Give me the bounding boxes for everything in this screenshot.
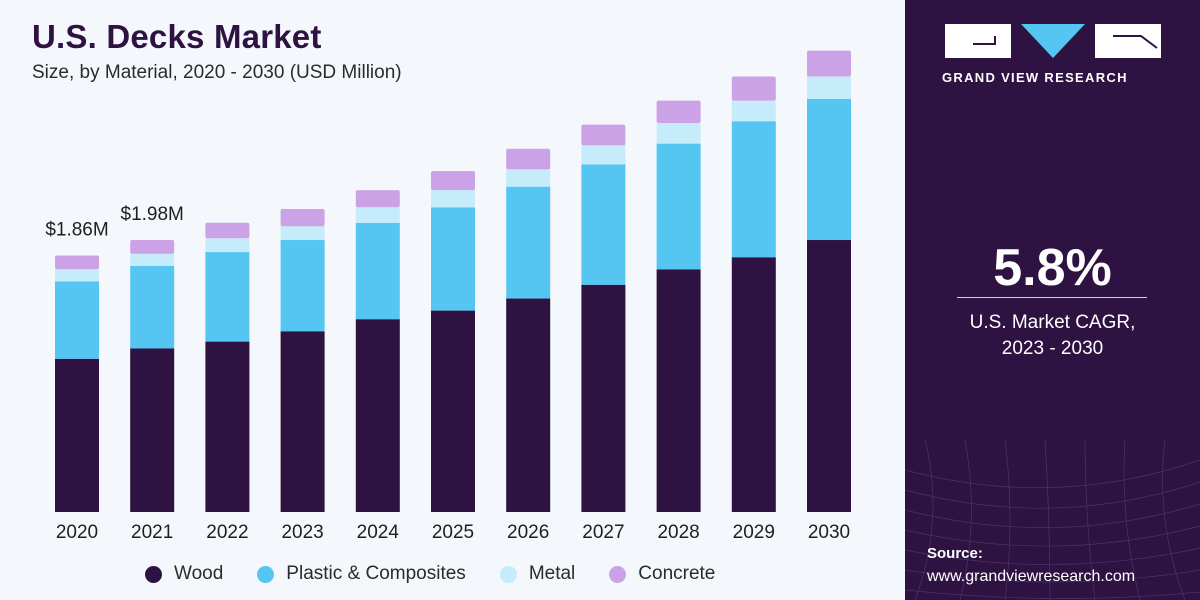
- chart-title: U.S. Decks Market: [32, 18, 322, 55]
- bar-2028-concrete: [656, 100, 701, 123]
- legend-label-wood: Wood: [174, 563, 224, 584]
- bar-2024-metal: [355, 207, 400, 223]
- bar-2025-wood: [431, 310, 475, 512]
- bar-2030-wood: [807, 240, 851, 512]
- bar-2022-concrete: [205, 222, 250, 239]
- legend-swatch-wood: [145, 565, 162, 583]
- bar-2029-wood: [731, 257, 776, 512]
- bar-2029-metal: [731, 100, 776, 122]
- bar-2022-metal: [205, 238, 250, 253]
- bar-2026-wood: [506, 298, 551, 512]
- source-label: Source:: [927, 545, 983, 562]
- bar-2030-metal: [807, 76, 851, 99]
- legend-label-metal: Metal: [528, 563, 576, 584]
- bar-2021-wood: [130, 348, 175, 512]
- x-tick-2029: 2029: [733, 522, 775, 543]
- bar-2023-concrete: [280, 209, 325, 227]
- bar-2026-metal: [506, 169, 551, 187]
- cagr-label: U.S. Market CAGR, 2023 - 2030: [905, 310, 1200, 362]
- side-panel: GRAND VIEW RESEARCH 5.8% U.S. Market CAG…: [905, 0, 1200, 600]
- x-tick-2030: 2030: [808, 522, 850, 543]
- x-tick-2027: 2027: [582, 522, 624, 543]
- bar-2027-wood: [581, 284, 626, 512]
- x-tick-2025: 2025: [432, 522, 474, 543]
- x-tick-2021: 2021: [131, 522, 173, 543]
- bar-2029-concrete: [731, 76, 776, 101]
- bar-2021-metal: [130, 253, 175, 266]
- bar-2023-wood: [280, 331, 325, 512]
- bar-2022-wood: [205, 341, 250, 512]
- x-tick-2026: 2026: [507, 522, 549, 543]
- bar-2025-metal: [431, 190, 475, 208]
- bar-2023-plastic: [280, 240, 325, 332]
- stacked-bar-chart: $1.86M 2020 $1.98M 2021 2022 2023 2024 2025 2026…: [45, 50, 851, 543]
- legend-swatch-metal: [499, 565, 517, 583]
- bar-2020-concrete: [55, 255, 99, 270]
- bar-2020-wood: [55, 358, 99, 512]
- data-label-2021: $1.98M: [121, 204, 184, 225]
- bar-2028-wood: [656, 269, 701, 512]
- brand-name: GRAND VIEW RESEARCH: [942, 70, 1128, 85]
- bar-2025-plastic: [431, 207, 475, 311]
- bar-2021-plastic: [130, 265, 175, 349]
- legend-item-metal: Metal: [499, 563, 576, 585]
- decorative-grid: [905, 440, 1200, 600]
- bar-2026-concrete: [506, 148, 551, 170]
- legend-label-plastic: Plastic & Composites: [286, 563, 466, 584]
- bar-2027-concrete: [581, 124, 626, 146]
- bar-2020-metal: [55, 269, 99, 282]
- bar-2022-plastic: [205, 252, 250, 342]
- legend-label-concrete: Concrete: [638, 563, 716, 584]
- source-url[interactable]: www.grandviewresearch.com: [927, 568, 1136, 585]
- grand-view-research-logo: [945, 24, 1161, 58]
- bar-2024-plastic: [355, 222, 400, 320]
- x-tick-2023: 2023: [281, 522, 323, 543]
- legend-item-wood: Wood: [145, 563, 223, 585]
- cagr-label-line2: 2023 - 2030: [1001, 338, 1104, 359]
- legend-swatch-plastic: [257, 565, 275, 583]
- legend-swatch-concrete: [609, 565, 627, 583]
- x-tick-2028: 2028: [657, 522, 699, 543]
- chart-area: U.S. Decks Market Size, by Material, 202…: [32, 18, 851, 585]
- bar-2030-plastic: [807, 98, 851, 241]
- chart-subtitle: Size, by Material, 2020 - 2030 (USD Mill…: [32, 62, 402, 83]
- legend-item-plastic: Plastic & Composites: [257, 563, 466, 585]
- bar-2028-metal: [656, 122, 701, 144]
- bar-2026-plastic: [506, 186, 551, 299]
- bar-2028-plastic: [656, 143, 701, 270]
- cagr-divider: [957, 297, 1147, 298]
- bar-2025-concrete: [431, 171, 475, 191]
- bar-2023-metal: [280, 226, 325, 241]
- x-tick-2020: 2020: [56, 522, 98, 543]
- bar-2021-concrete: [130, 240, 175, 254]
- bar-2029-plastic: [731, 121, 776, 258]
- bar-2027-metal: [581, 145, 626, 165]
- legend-item-concrete: Concrete: [609, 563, 715, 585]
- bar-2024-concrete: [355, 190, 400, 208]
- data-label-2020: $1.86M: [45, 220, 108, 241]
- bar-2030-concrete: [807, 50, 851, 77]
- x-tick-2024: 2024: [357, 522, 400, 543]
- cagr-value: 5.8%: [993, 239, 1112, 297]
- legend: Wood Plastic & Composites Metal Concrete: [145, 563, 749, 585]
- bar-2020-plastic: [55, 281, 99, 359]
- x-tick-2022: 2022: [206, 522, 248, 543]
- bar-2027-plastic: [581, 164, 626, 285]
- bar-2024-wood: [355, 319, 400, 512]
- cagr-label-line1: U.S. Market CAGR,: [969, 312, 1136, 333]
